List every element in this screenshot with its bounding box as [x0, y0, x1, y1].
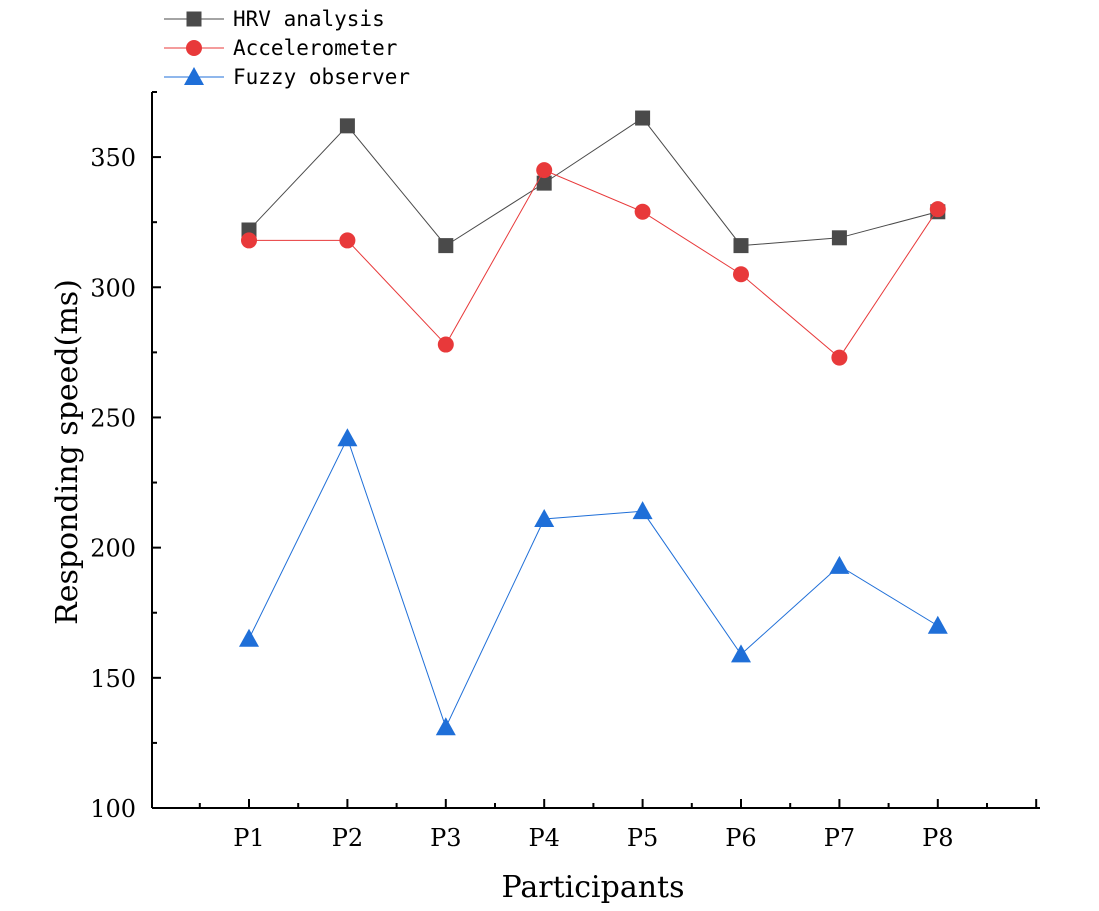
data-point-fuzzy-observer: [534, 508, 555, 527]
data-point-fuzzy-observer: [239, 628, 259, 647]
y-tick-label: 250: [90, 404, 136, 432]
x-tick-label: P8: [922, 824, 953, 852]
data-point-accelerometer: [929, 201, 946, 218]
x-tick-label: P7: [824, 824, 855, 852]
data-point-fuzzy-observer: [927, 615, 948, 634]
legend: HRV analysis Accelerometer Fuzzy observer: [164, 7, 410, 89]
data-point-fuzzy-observer: [731, 644, 751, 663]
data-point-hrv-analysis: [635, 110, 651, 126]
data-point-fuzzy-observer: [829, 555, 850, 574]
data-point-hrv-analysis: [536, 175, 552, 191]
data-point-accelerometer: [634, 203, 651, 220]
data-point-accelerometer: [733, 266, 749, 283]
y-ticks: 100 150 200 250 300 350: [90, 91, 161, 823]
x-tick-label: P2: [332, 824, 363, 852]
y-tick-label: 150: [90, 665, 136, 693]
y-tick-label: 350: [90, 144, 136, 172]
legend-label-fuzzy-observer: Fuzzy observer: [233, 65, 410, 89]
data-point-hrv-analysis: [831, 230, 847, 246]
legend-marker-fuzzy-observer: [184, 67, 204, 85]
legend-label-hrv-analysis: HRV analysis: [233, 7, 385, 31]
legend-label-accelerometer: Accelerometer: [233, 36, 397, 60]
y-tick-label: 100: [90, 795, 136, 823]
series-line-accelerometer: [249, 169, 939, 359]
data-point-accelerometer: [241, 232, 257, 249]
x-tick-label: P1: [233, 824, 264, 852]
data-point-hrv-analysis: [438, 238, 454, 254]
x-tick-label: P3: [430, 824, 461, 852]
data-point-hrv-analysis: [733, 238, 749, 254]
x-tick-label: P4: [528, 824, 559, 852]
data-point-hrv-analysis: [339, 118, 355, 134]
series-line-fuzzy-observer: [248, 436, 939, 729]
y-tick-label: 200: [90, 535, 136, 563]
data-point-accelerometer: [831, 349, 848, 366]
data-point-accelerometer: [339, 232, 356, 249]
data-point-fuzzy-observer: [632, 501, 653, 520]
data-point-fuzzy-observer: [435, 717, 456, 736]
y-tick-label: 300: [90, 274, 136, 302]
series-line-hrv-analysis: [248, 117, 938, 247]
x-axis-title: Participants: [502, 870, 685, 905]
y-axis-title: Responding speed(ms): [50, 279, 85, 625]
series-layer: [239, 110, 948, 736]
data-point-accelerometer: [437, 336, 454, 353]
x-tick-label: P5: [627, 824, 658, 852]
data-point-fuzzy-observer: [337, 428, 358, 447]
x-tick-label: P6: [725, 824, 756, 852]
data-point-accelerometer: [536, 162, 553, 179]
legend-marker-hrv-analysis: [186, 11, 202, 27]
legend-marker-accelerometer: [186, 40, 202, 56]
axes: [151, 92, 1040, 809]
x-ticks: P1 P2 P3 P4 P5 P6 P7 P8: [198, 799, 1038, 852]
